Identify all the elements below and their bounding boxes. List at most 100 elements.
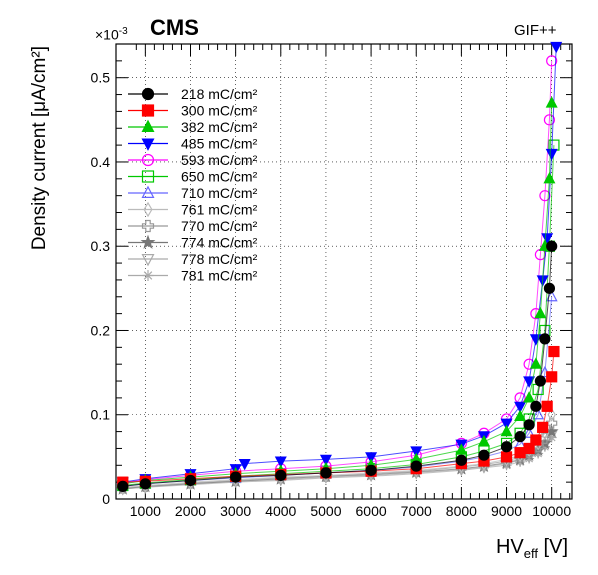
legend-label: 650 mC/cm² bbox=[181, 169, 258, 185]
x-tick-label: 5000 bbox=[310, 503, 341, 519]
x-tick-label: 4000 bbox=[265, 503, 296, 519]
data-point bbox=[141, 254, 155, 267]
y-tick-label: 0.2 bbox=[91, 322, 111, 338]
data-point bbox=[365, 452, 378, 464]
legend-entry: 778 mC/cm² bbox=[128, 251, 258, 267]
data-point bbox=[541, 233, 554, 245]
data-point bbox=[500, 441, 513, 453]
x-axis-title: HVeff [V] bbox=[496, 536, 568, 561]
data-point bbox=[141, 138, 155, 151]
series-line bbox=[122, 102, 553, 485]
data-point bbox=[478, 449, 490, 461]
data-point bbox=[545, 148, 558, 161]
legend-label: 593 mC/cm² bbox=[181, 152, 258, 168]
data-point bbox=[533, 448, 544, 459]
data-point bbox=[523, 391, 536, 403]
data-point bbox=[184, 474, 197, 487]
legend-entry: 382 mC/cm² bbox=[128, 119, 258, 135]
data-point bbox=[514, 431, 526, 443]
data-point bbox=[523, 419, 535, 431]
legend-entry: 485 mC/cm² bbox=[128, 136, 258, 152]
data-point bbox=[523, 376, 536, 388]
data-point bbox=[546, 417, 558, 429]
data-point bbox=[537, 421, 549, 433]
data-point bbox=[500, 424, 513, 437]
data-point bbox=[230, 471, 242, 483]
data-point bbox=[410, 460, 422, 472]
y-tick-label: 0 bbox=[102, 491, 110, 507]
data-point bbox=[514, 409, 527, 422]
y-tick-label: 0.5 bbox=[91, 70, 111, 86]
legend-entry: 650 mC/cm² bbox=[128, 169, 258, 185]
data-point bbox=[142, 270, 154, 281]
data-point bbox=[546, 371, 558, 383]
y-tick-label: 0.3 bbox=[91, 238, 111, 254]
data-point bbox=[534, 375, 546, 387]
data-point bbox=[141, 185, 155, 198]
x-tick-label: 8000 bbox=[446, 503, 477, 519]
x-axis-title-sub: eff bbox=[524, 546, 539, 561]
data-point bbox=[523, 426, 536, 438]
x-tick-label: 7000 bbox=[401, 503, 432, 519]
series bbox=[116, 289, 558, 491]
y-exponent-label: ×10-3 bbox=[95, 26, 128, 43]
data-point bbox=[550, 41, 563, 54]
legend-entry: 774 mC/cm² bbox=[128, 235, 258, 251]
data-point bbox=[545, 96, 558, 108]
data-point bbox=[546, 240, 558, 252]
data-point bbox=[539, 333, 551, 345]
legend-label: 485 mC/cm² bbox=[181, 136, 258, 152]
y-tick-label: 0.4 bbox=[91, 154, 111, 170]
series-layer bbox=[115, 41, 563, 496]
data-point bbox=[541, 400, 553, 412]
series-line bbox=[122, 437, 553, 490]
data-point bbox=[141, 119, 155, 132]
legend-entry: 770 mC/cm² bbox=[128, 218, 258, 234]
data-point bbox=[500, 418, 513, 430]
data-point bbox=[365, 464, 377, 476]
x-tick-label: 6000 bbox=[356, 503, 387, 519]
legend-entry: 218 mC/cm² bbox=[128, 86, 258, 102]
legend-entry: 761 mC/cm² bbox=[128, 202, 258, 218]
data-point bbox=[500, 451, 513, 463]
data-point bbox=[524, 453, 535, 464]
data-point bbox=[532, 407, 545, 420]
data-point bbox=[319, 454, 332, 467]
data-point bbox=[274, 456, 287, 468]
x-axis: 1000 2000 3000 4000 5000 6000 7000 8000 9000 1000… bbox=[130, 44, 571, 519]
data-point bbox=[523, 442, 535, 455]
data-point bbox=[143, 201, 153, 218]
data-point bbox=[320, 467, 332, 479]
series bbox=[117, 240, 558, 492]
x-tick-label: 10000 bbox=[532, 503, 571, 519]
data-point bbox=[140, 234, 156, 249]
data-point bbox=[529, 357, 542, 369]
data-point bbox=[141, 219, 155, 233]
y-exponent-power: -3 bbox=[118, 26, 128, 37]
grid bbox=[116, 44, 572, 499]
x-tick-label: 1000 bbox=[130, 503, 161, 519]
x-tick-label: 3000 bbox=[220, 503, 251, 519]
series-line bbox=[122, 246, 553, 487]
legend-label: 218 mC/cm² bbox=[181, 86, 258, 102]
data-point bbox=[410, 446, 423, 458]
legend-label: 382 mC/cm² bbox=[181, 119, 258, 135]
legend-label: 710 mC/cm² bbox=[181, 185, 258, 201]
facility-label: GIF++ bbox=[514, 22, 557, 39]
data-point bbox=[117, 480, 129, 492]
data-point bbox=[546, 432, 557, 443]
data-point bbox=[455, 454, 467, 466]
data-point bbox=[543, 114, 556, 126]
data-point bbox=[548, 345, 560, 358]
legend-entry: 300 mC/cm² bbox=[128, 103, 258, 119]
x-axis-title-main: HV bbox=[496, 536, 524, 558]
legend-entry: 710 mC/cm² bbox=[128, 185, 258, 201]
data-point bbox=[141, 104, 155, 117]
data-point bbox=[543, 172, 556, 184]
data-point bbox=[455, 443, 468, 455]
legend-label: 774 mC/cm² bbox=[181, 235, 258, 251]
y-tick-label: 0.1 bbox=[91, 407, 111, 423]
legend-label: 300 mC/cm² bbox=[181, 103, 258, 119]
